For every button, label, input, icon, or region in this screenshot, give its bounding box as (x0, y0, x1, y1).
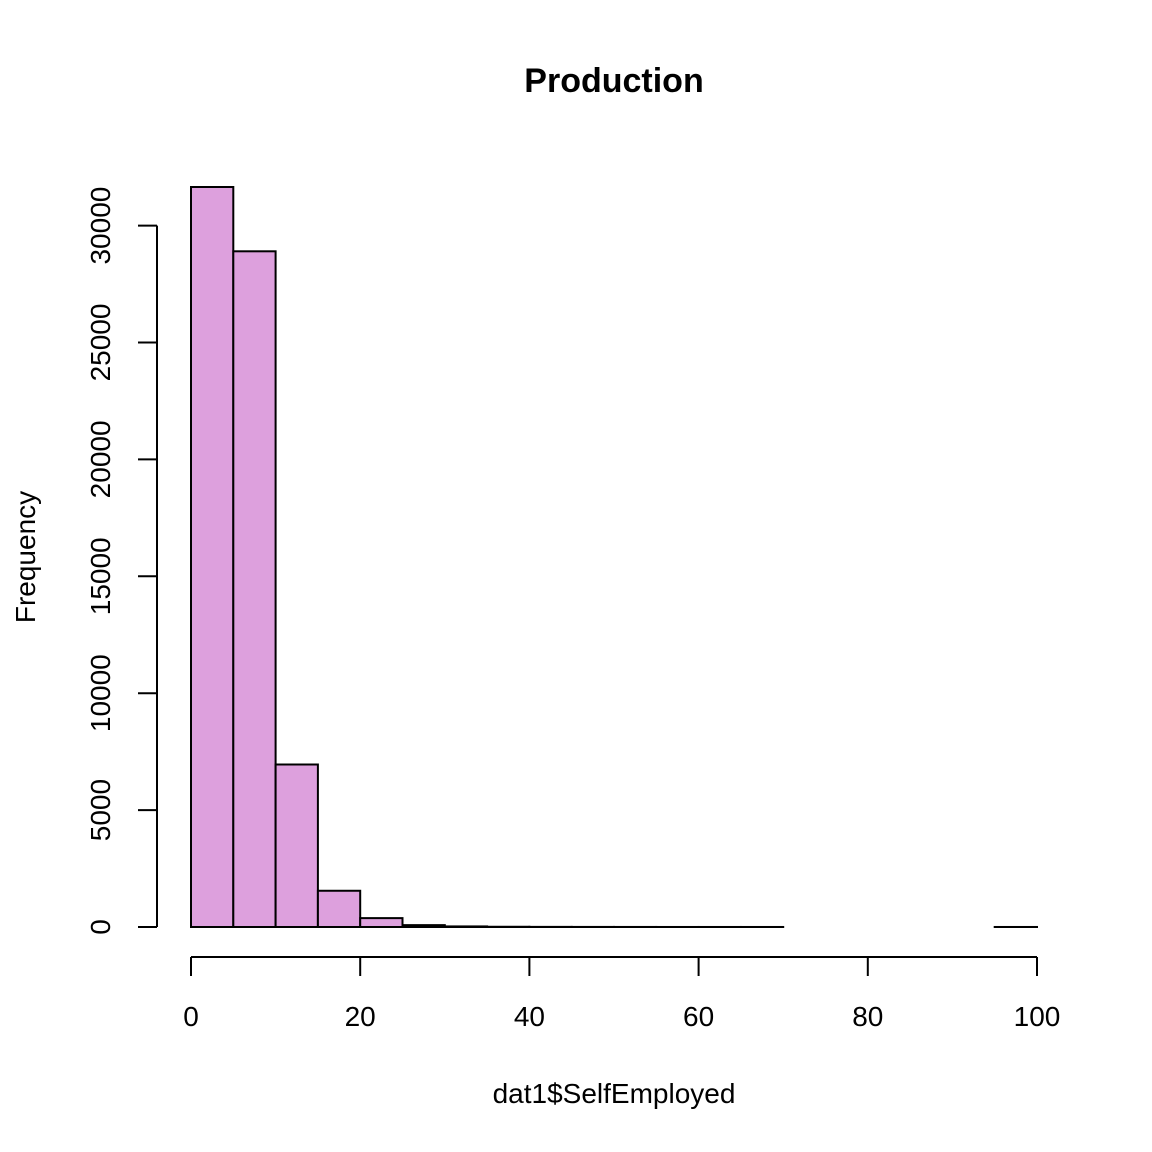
y-tick-label: 10000 (85, 654, 116, 732)
y-tick-label: 30000 (85, 187, 116, 265)
y-axis-label: Frequency (10, 491, 41, 623)
x-tick-label: 60 (683, 1001, 714, 1032)
histogram-bar (316, 889, 362, 929)
histogram-bars (190, 186, 1039, 929)
histogram-bar (359, 917, 404, 928)
y-tick-label: 25000 (85, 304, 116, 382)
x-tick-label: 80 (852, 1001, 883, 1032)
chart-title: Production (524, 62, 703, 100)
x-axis-label: dat1$SelfEmployed (493, 1078, 736, 1109)
x-axis-ticks: 0 20 40 60 80 100 (183, 957, 1060, 1032)
histogram-bar (401, 924, 446, 928)
histogram-bar (232, 250, 277, 928)
y-tick-label: 20000 (85, 420, 116, 498)
x-tick-label: 100 (1014, 1001, 1061, 1032)
x-tick-label: 40 (514, 1001, 545, 1032)
y-tick-label: 0 (85, 919, 116, 935)
histogram-bar (190, 186, 235, 928)
y-tick-label: 5000 (85, 779, 116, 841)
x-tick-label: 0 (183, 1001, 199, 1032)
histogram-bar (274, 763, 319, 929)
y-axis-ticks: 0 5000 10000 15000 20000 25000 30000 (85, 187, 157, 935)
y-tick-label: 15000 (85, 537, 116, 615)
x-tick-label: 20 (345, 1001, 376, 1032)
histogram-bar (443, 925, 489, 928)
